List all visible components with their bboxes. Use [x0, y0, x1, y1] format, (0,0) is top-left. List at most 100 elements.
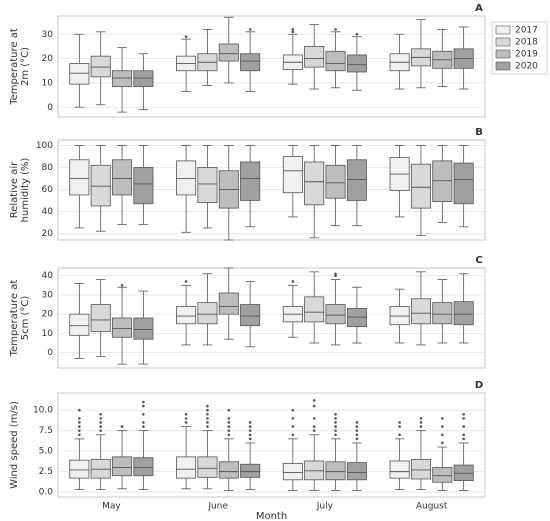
outlier: [441, 425, 444, 428]
box: [69, 313, 90, 336]
outlier: [441, 441, 444, 445]
box: [240, 463, 261, 478]
outlier: [334, 272, 337, 276]
outlier: [184, 412, 188, 416]
outlier: [312, 404, 316, 408]
outlier: [291, 425, 295, 428]
box: [453, 162, 474, 205]
outlier: [291, 433, 295, 437]
outlier: [441, 433, 444, 437]
outlier: [398, 433, 401, 437]
y-tick-label: 30: [42, 290, 54, 300]
y-tick-label: 20: [42, 54, 54, 64]
legend-swatch: [495, 25, 511, 35]
outlier: [419, 421, 423, 424]
outlier: [142, 404, 145, 408]
y-tick-label: 20: [42, 310, 54, 320]
outlier: [248, 421, 252, 424]
box: [176, 160, 197, 196]
outlier: [206, 417, 209, 420]
outlier: [78, 425, 81, 428]
legend-swatch: [495, 49, 511, 59]
outlier: [99, 417, 102, 420]
box: [389, 306, 410, 326]
outlier: [441, 417, 444, 420]
outlier: [312, 429, 316, 432]
box: [346, 159, 367, 201]
panel-letter: A: [475, 3, 483, 14]
outlier: [355, 437, 359, 441]
y-tick-label: 40: [42, 271, 54, 281]
plot-area: [57, 15, 486, 118]
y-axis-label: Temperature at: [9, 280, 20, 358]
box: [410, 458, 431, 480]
y-tick-label: 10: [42, 329, 54, 339]
outlier: [462, 412, 465, 416]
box: [112, 159, 133, 196]
y-tick-label: 100: [36, 141, 53, 151]
outlier: [248, 433, 252, 437]
outlier: [99, 421, 102, 424]
y-tick-label: 0: [47, 103, 53, 113]
legend-swatch: [495, 61, 511, 71]
legend-label: 2017: [515, 26, 538, 36]
outlier: [291, 417, 295, 420]
outlier: [355, 433, 359, 437]
legend-label: 2019: [515, 50, 538, 60]
outlier: [206, 412, 209, 416]
outlier: [78, 429, 81, 432]
panel-letter: B: [475, 127, 483, 138]
outlier: [184, 421, 188, 424]
outlier: [355, 429, 359, 432]
x-tick-label: June: [207, 502, 228, 512]
box: [410, 163, 431, 209]
outlier: [184, 280, 188, 283]
y-tick-label: 20: [42, 229, 54, 239]
outlier: [291, 30, 295, 34]
outlier: [227, 425, 231, 428]
box: [218, 43, 239, 62]
outlier: [227, 417, 231, 420]
box: [304, 46, 325, 68]
y-tick-label: 10: [42, 78, 54, 88]
box: [346, 462, 367, 481]
box: [389, 460, 410, 479]
outlier: [99, 412, 102, 416]
legend-label: 2020: [515, 62, 538, 72]
outlier: [334, 429, 337, 432]
y-tick-label: 10.0: [33, 406, 53, 416]
outlier: [355, 425, 359, 428]
y-tick-label: 80: [42, 163, 54, 173]
outlier: [184, 35, 188, 38]
y-tick-label: 2.5: [39, 467, 53, 477]
outlier: [206, 404, 209, 408]
outlier: [312, 425, 316, 428]
box: [282, 156, 303, 194]
y-axis-label: humidity (%): [20, 158, 31, 223]
outlier: [291, 280, 295, 283]
outlier: [248, 425, 252, 428]
outlier: [184, 417, 188, 420]
x-tick-label: July: [316, 502, 334, 512]
y-tick-label: 30: [42, 30, 54, 40]
outlier: [142, 400, 145, 404]
box: [133, 167, 154, 205]
outlier: [334, 421, 337, 424]
legend-swatch: [495, 37, 511, 47]
outlier: [78, 417, 81, 420]
box: [69, 159, 90, 196]
outlier: [398, 425, 401, 428]
y-tick-label: 60: [42, 185, 54, 195]
panel-letter: D: [475, 380, 483, 391]
box: [432, 160, 453, 202]
box: [432, 467, 453, 483]
box: [69, 63, 90, 85]
outlier: [99, 425, 102, 428]
outlier: [227, 433, 231, 437]
outlier: [334, 28, 337, 31]
outlier: [78, 433, 81, 437]
box: [346, 54, 367, 73]
outlier: [462, 417, 465, 420]
box: [176, 306, 197, 325]
